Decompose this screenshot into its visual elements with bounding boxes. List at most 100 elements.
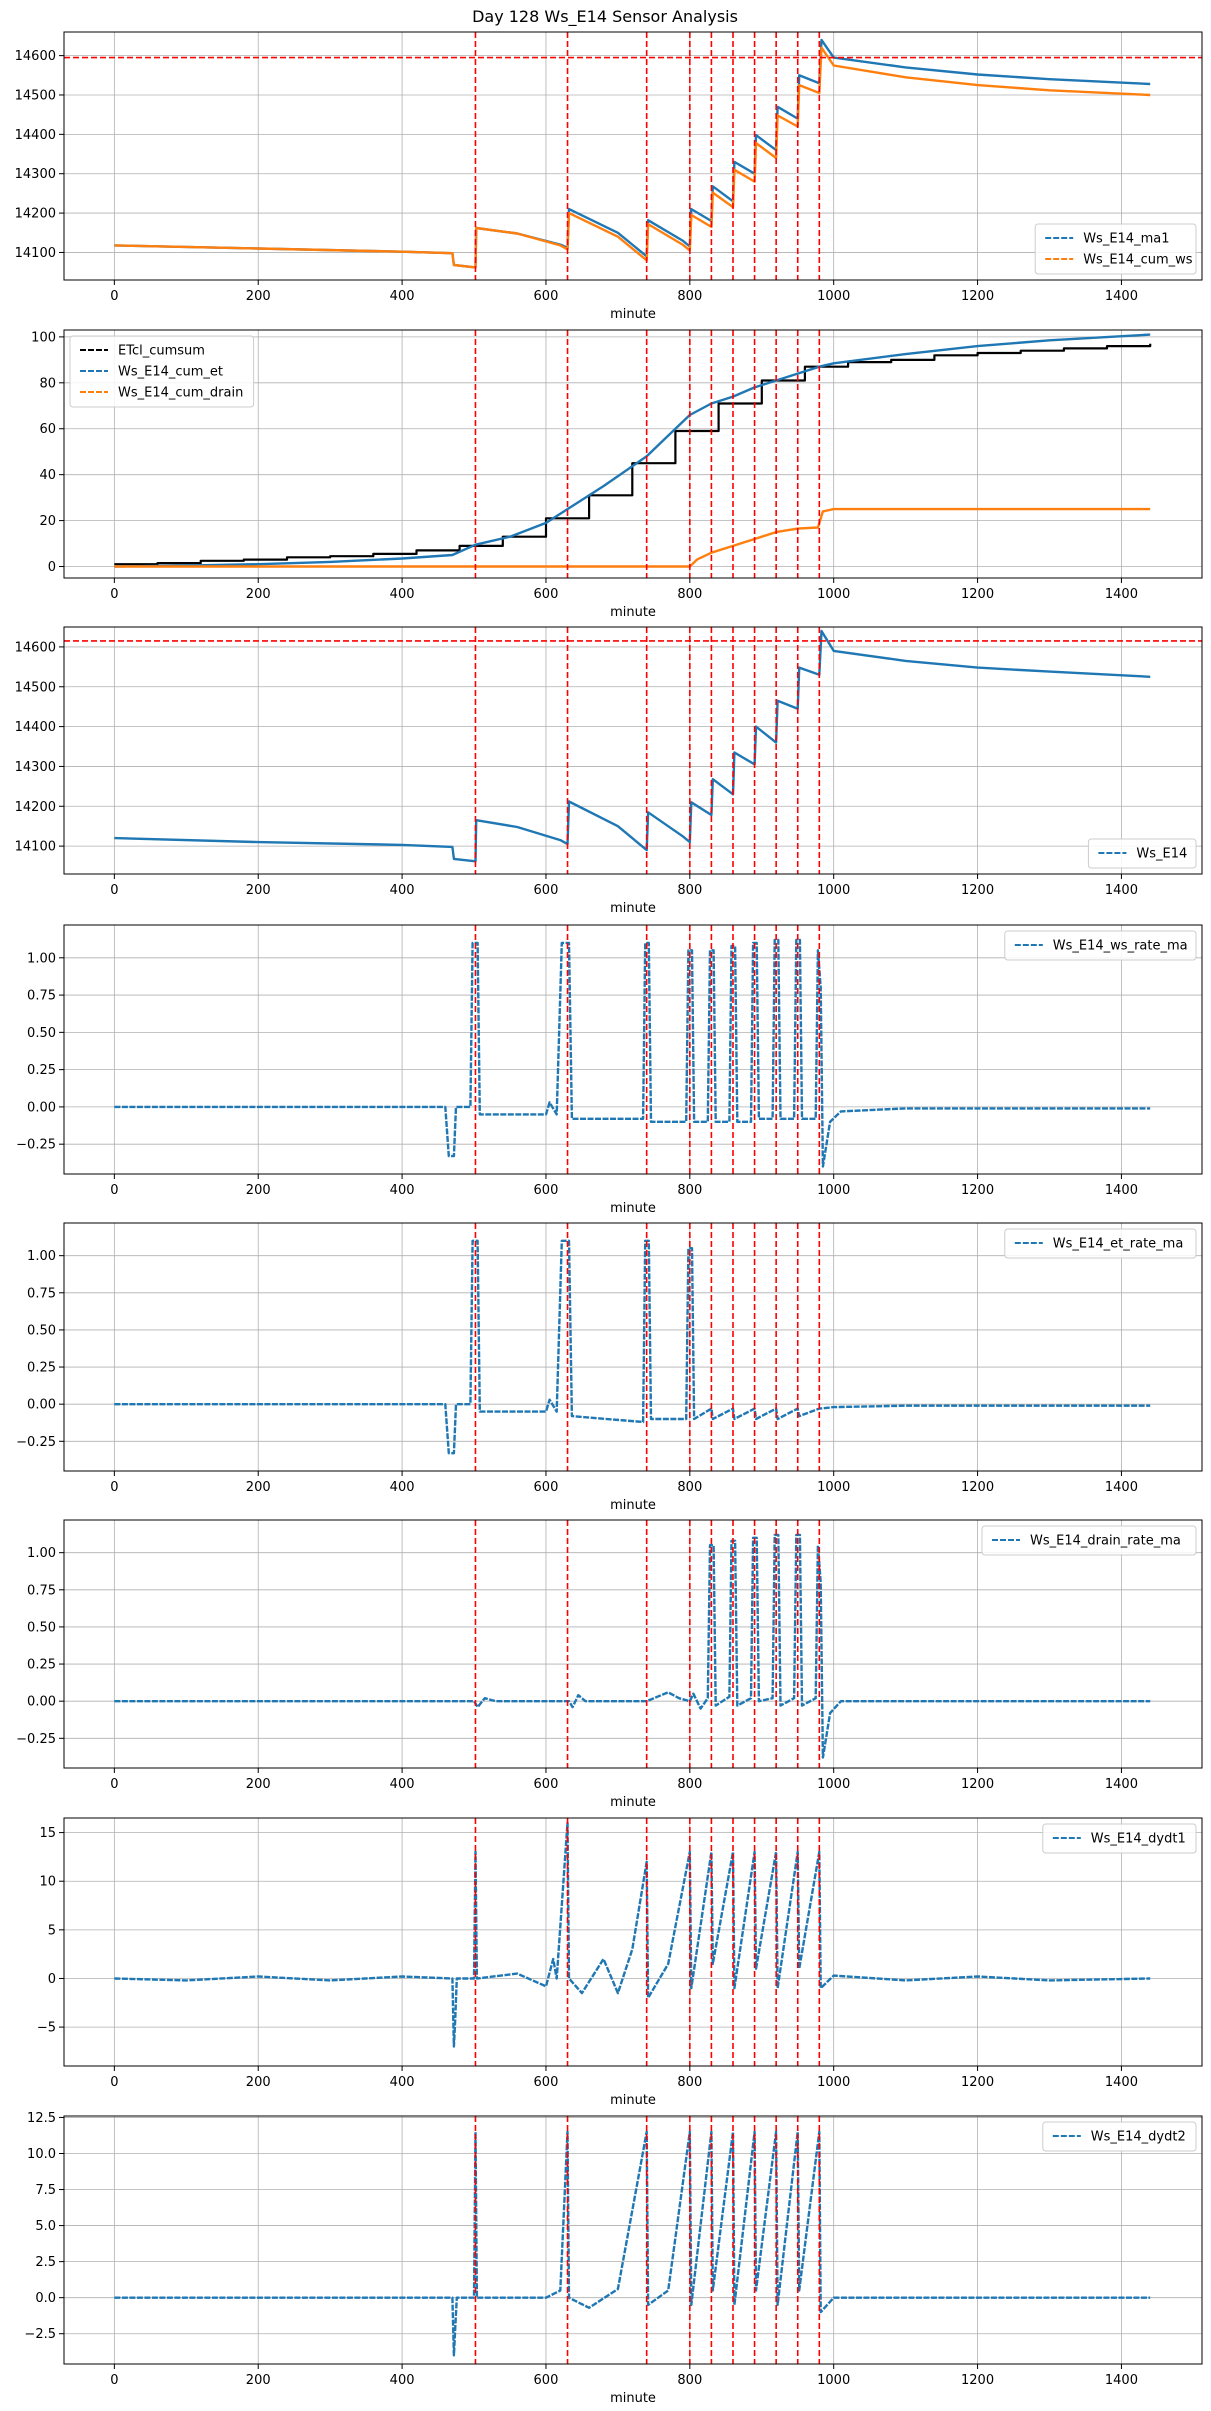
y-tick-label: 0.25 (27, 1658, 56, 1673)
subplot-et-rate-ma: 0 200 400 600 800 1000 1200 1400 −0.25 0.00 0.25 0.… (16, 1222, 1203, 1513)
x-tick-label: 200 (246, 2075, 271, 2090)
x-tick-label: 1400 (1105, 289, 1138, 304)
x-tick-label: 600 (534, 289, 559, 304)
x-tick-label: 800 (677, 1777, 702, 1792)
legend-label: Ws_E14_dydt2 (1091, 2130, 1186, 2145)
plot-area (114, 1818, 1151, 2066)
subplot-panels: 0 200 400 600 800 1000 1200 1400141001420014300… (15, 31, 1203, 2406)
x-tick-label: 0 (110, 2373, 118, 2388)
y-tick-label: 14100 (15, 246, 56, 261)
series-line (114, 1239, 1151, 1455)
y-tick-label: 5.0 (35, 2219, 56, 2234)
x-tick-label: 1000 (817, 289, 850, 304)
y-tick-label: 40 (39, 468, 56, 483)
y-tick-label: 14400 (15, 128, 56, 143)
y-tick-label: 0.25 (27, 1063, 56, 1078)
y-tick-label: 0.00 (27, 1100, 56, 1115)
x-tick-label: 1400 (1105, 2373, 1138, 2388)
x-tick-label: 200 (246, 587, 271, 602)
y-tick-label: −5 (37, 2021, 56, 2036)
y-tick-label: −0.25 (16, 1435, 56, 1450)
y-tick-label: 80 (39, 376, 56, 391)
x-axis-label: minute (610, 605, 656, 620)
x-tick-label: 400 (390, 289, 415, 304)
legend-label: Ws_E14_ma1 (1083, 232, 1169, 247)
y-tick-label: 2.5 (35, 2255, 56, 2270)
x-tick-label: 400 (390, 2373, 415, 2388)
y-tick-label: 14300 (15, 760, 56, 775)
plot-area (114, 330, 1152, 578)
y-tick-label: 20 (39, 514, 56, 529)
figure-title: Day 128 Ws_E14 Sensor Analysis (472, 7, 738, 27)
legend: Ws_E14_dydt2 (1042, 2121, 1197, 2152)
subplot-cum-et-drain: 0 200 400 600 800 1000 1200 1400 0 20 40 60 80 100 min… (31, 329, 1203, 620)
y-tick-label: 14200 (15, 207, 56, 222)
y-tick-label: 14500 (15, 88, 56, 103)
subplot-ws-rate-ma: 0 200 400 600 800 1000 1200 1400 −0.25 0.00 0.25 0.… (16, 924, 1203, 1216)
plot-area (114, 2116, 1151, 2364)
x-tick-label: 800 (677, 2373, 702, 2388)
x-tick-label: 1000 (817, 1777, 850, 1792)
x-axis-label: minute (610, 1201, 656, 1216)
x-tick-label: 1400 (1105, 1777, 1138, 1792)
x-tick-label: 1000 (817, 587, 850, 602)
x-tick-label: 800 (677, 2075, 702, 2090)
x-tick-label: 1400 (1105, 883, 1138, 898)
y-tick-label: 14600 (15, 49, 56, 64)
legend: ETcl_cumsum Ws_E14_cum_et Ws_E14_cum_drain (69, 335, 255, 408)
x-tick-label: 1200 (961, 1480, 994, 1495)
x-tick-label: 1000 (817, 1183, 850, 1198)
y-tick-label: 14500 (15, 680, 56, 695)
x-axis-label: minute (610, 1795, 656, 1810)
x-tick-label: 600 (534, 2075, 559, 2090)
x-tick-label: 1200 (961, 587, 994, 602)
subplot-dydt1: 0 200 400 600 800 1000 1200 1400 −5 0 5 10 15 minute W… (37, 1817, 1203, 2108)
axes-frame (63, 329, 1203, 579)
legend-box (1087, 838, 1197, 869)
x-tick-label: 600 (534, 1480, 559, 1495)
y-tick-label: 7.5 (35, 2183, 56, 2198)
x-tick-label: 1400 (1105, 2075, 1138, 2090)
axes-frame (63, 1222, 1203, 1472)
subplot-dydt2: 0 200 400 600 800 1000 1200 1400 −2.5 0.0 2.5 5.0 7.… (24, 2111, 1203, 2406)
x-axis-label: minute (610, 307, 656, 322)
series-line (114, 629, 1151, 863)
y-tick-label: 0.75 (27, 989, 56, 1004)
x-tick-label: 0 (110, 587, 118, 602)
x-tick-label: 1400 (1105, 1183, 1138, 1198)
x-tick-label: 200 (246, 289, 271, 304)
series-line (114, 1533, 1151, 1759)
axes-frame (63, 626, 1203, 875)
x-axis-label: minute (610, 2391, 656, 2406)
legend-label: Ws_E14_ws_rate_ma (1053, 939, 1188, 954)
y-tick-label: 12.5 (27, 2111, 56, 2126)
legend: Ws_E14_ws_rate_ma (1004, 930, 1197, 961)
x-tick-label: 0 (110, 289, 118, 304)
y-tick-label: 14200 (15, 800, 56, 815)
x-tick-label: 1000 (817, 2373, 850, 2388)
x-tick-label: 600 (534, 2373, 559, 2388)
x-tick-label: 1200 (961, 2373, 994, 2388)
y-tick-label: 0 (48, 560, 56, 575)
y-tick-label: 0.50 (27, 1620, 56, 1635)
x-tick-label: 200 (246, 883, 271, 898)
y-tick-label: −0.25 (16, 1732, 56, 1747)
series-line (114, 46, 1151, 269)
plot-area (114, 1520, 1151, 1768)
x-tick-label: 400 (390, 587, 415, 602)
y-tick-label: 15 (39, 1826, 56, 1841)
series-line (114, 38, 1151, 269)
x-tick-label: 1200 (961, 1777, 994, 1792)
y-tick-label: 100 (31, 330, 56, 345)
x-tick-label: 600 (534, 883, 559, 898)
series-line (114, 333, 1151, 568)
x-tick-label: 1200 (961, 1183, 994, 1198)
series-line (114, 2130, 1151, 2357)
plot-area (114, 1223, 1151, 1471)
x-tick-label: 1200 (961, 883, 994, 898)
x-axis-label: minute (610, 2093, 656, 2108)
axes-frame (63, 31, 1203, 281)
plot-area (64, 627, 1202, 874)
y-tick-label: 0.75 (27, 1286, 56, 1301)
subplot-drain-rate-ma: 0 200 400 600 800 1000 1200 1400 −0.25 0.00 0.25 0.… (16, 1519, 1203, 1810)
